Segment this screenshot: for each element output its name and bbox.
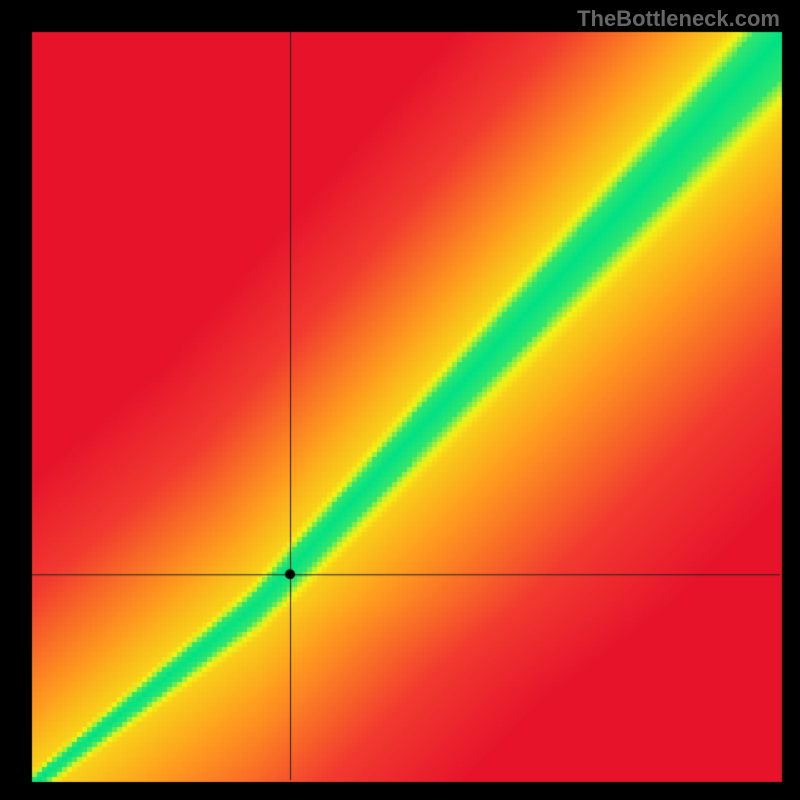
bottleneck-heatmap: [0, 0, 800, 800]
watermark-text: TheBottleneck.com: [577, 6, 780, 32]
